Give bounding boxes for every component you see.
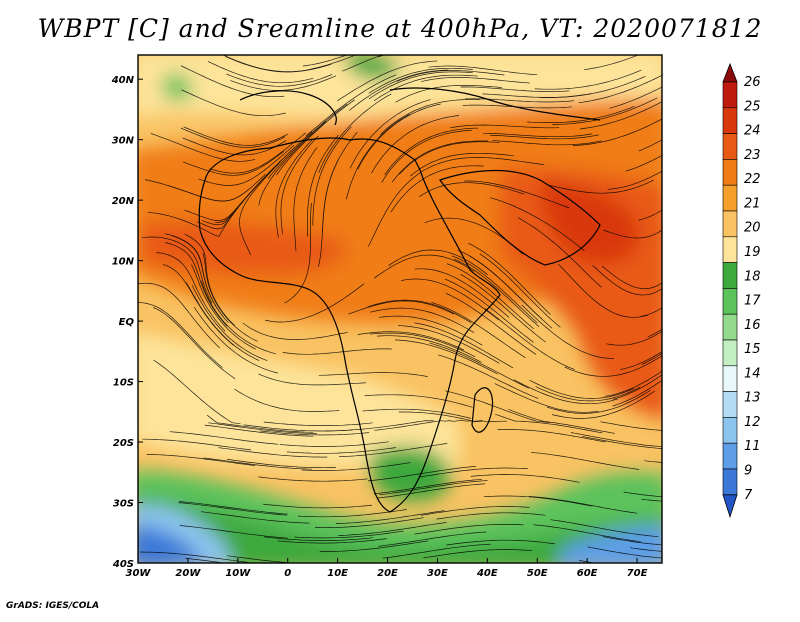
lat-tick-label: 20N xyxy=(112,196,135,207)
colorbar-swatch xyxy=(722,339,738,367)
colorbar-swatch xyxy=(722,133,738,160)
colorbar-swatch xyxy=(722,159,738,186)
map-frame xyxy=(137,54,663,564)
colorbar-swatch xyxy=(722,184,738,212)
lon-tick-label: 30W xyxy=(126,568,152,579)
lon-tick-label: 50E xyxy=(527,568,548,579)
colorbar-label: 25 xyxy=(744,99,761,114)
lon-tick-label: 60E xyxy=(577,568,598,579)
colorbar: 26 25 24 23 22 21 20 19 18 17 16 15 14 13 12 11 9 7 xyxy=(722,62,761,519)
lon-tick-label: 20W xyxy=(175,568,201,579)
colorbar-swatch xyxy=(722,365,738,392)
lon-tick-label: 40E xyxy=(476,568,498,579)
colorbar-swatch xyxy=(722,107,738,134)
lon-tick-label: 0 xyxy=(284,568,291,579)
colorbar-label: 21 xyxy=(744,196,761,211)
colorbar-label: 22 xyxy=(744,172,761,187)
colorbar-label: 19 xyxy=(744,245,761,260)
colorbar-swatch xyxy=(722,210,738,238)
lat-tick-label: 10N xyxy=(112,257,135,268)
colorbar-swatch xyxy=(722,236,738,263)
colorbar-label: 24 xyxy=(744,124,761,139)
colorbar-swatch xyxy=(722,391,738,418)
colorbar-swatch xyxy=(722,288,738,315)
wbpt-field xyxy=(138,55,662,563)
colorbar-swatch xyxy=(722,313,738,341)
lat-tick-label: EQ xyxy=(119,317,135,328)
colorbar-label: 13 xyxy=(744,391,761,406)
colorbar-label: 16 xyxy=(744,318,761,333)
lat-tick-label: 30N xyxy=(112,136,135,147)
colorbar-label: 18 xyxy=(744,269,761,284)
colorbar-swatch xyxy=(722,417,738,444)
lat-tick-label: 10S xyxy=(113,378,134,389)
credit-text: GrADS: IGES/COLA xyxy=(6,601,100,611)
lon-tick-label: 70E xyxy=(627,568,648,579)
streamlines xyxy=(138,55,662,563)
lat-tick-label: 40N xyxy=(111,75,135,86)
colorbar-bottom-arrow xyxy=(722,494,738,519)
colorbar-label: 14 xyxy=(744,366,761,381)
colorbar-swatch xyxy=(722,468,738,496)
latitude-axis: 40N 30N 20N 10N EQ 10S 20S 30S 40S xyxy=(111,75,143,570)
lat-tick-label: 40S xyxy=(112,559,134,570)
colorbar-label: 11 xyxy=(744,439,761,454)
lon-tick-label: 10E xyxy=(327,568,348,579)
colorbar-label: 12 xyxy=(744,415,761,430)
colorbar-swatch xyxy=(722,262,738,289)
lon-tick-label: 30E xyxy=(427,568,448,579)
lat-tick-label: 30S xyxy=(113,499,134,510)
lon-tick-label: 10W xyxy=(225,568,251,579)
longitude-axis: 30W 20W 10W 0 10E 20E 30E 40E 50E 60E 70E xyxy=(126,558,648,579)
coastlines xyxy=(198,87,601,513)
colorbar-label: 9 xyxy=(744,464,752,479)
colorbar-swatch xyxy=(722,81,738,109)
colorbar-label: 23 xyxy=(744,148,761,163)
colorbar-swatch xyxy=(722,442,738,470)
colorbar-label: 7 xyxy=(744,488,753,503)
colorbar-label: 20 xyxy=(744,221,761,236)
lon-tick-label: 20E xyxy=(377,568,398,579)
colorbar-label: 17 xyxy=(744,294,761,309)
chart-title: WBPT [C] and Sreamline at 400hPa, VT: 20… xyxy=(37,14,763,43)
colorbar-top-arrow xyxy=(722,62,738,83)
lat-tick-label: 20S xyxy=(113,438,134,449)
colorbar-label: 26 xyxy=(744,75,761,90)
colorbar-label: 15 xyxy=(744,342,761,357)
